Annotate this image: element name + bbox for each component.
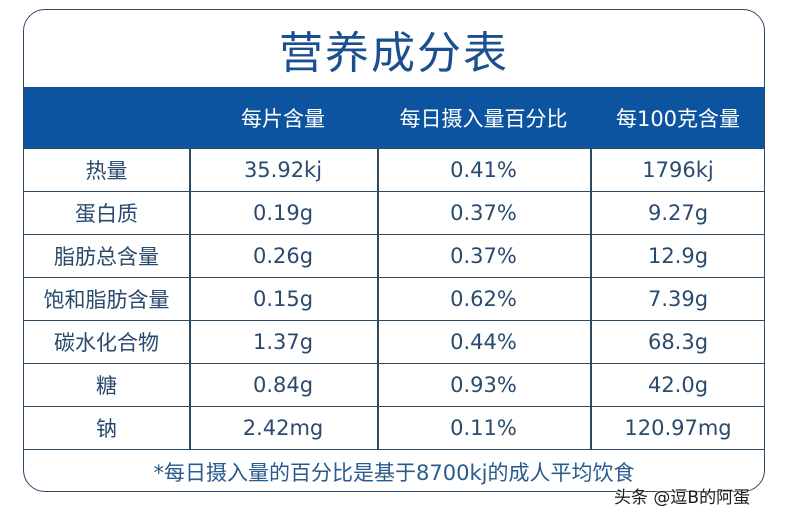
nutrient-name: 蛋白质 bbox=[75, 202, 138, 226]
per-piece-value: 35.92kj bbox=[243, 158, 323, 182]
footnote: *每日摄入量的百分比是基于8700kj的成人平均饮食 bbox=[24, 449, 764, 491]
nutrient-name: 脂肪总含量 bbox=[54, 245, 159, 269]
per-piece-value: 0.19g bbox=[252, 201, 314, 225]
per-piece-value: 2.42mg bbox=[242, 416, 324, 440]
per-100g-value: 9.27g bbox=[647, 201, 709, 225]
nutrition-facts-panel: 营养成分表 每片含量 每日摄入量百分比 每100克含量 热量 35.92kj 0… bbox=[23, 9, 765, 492]
daily-percent-value: 0.62% bbox=[450, 287, 517, 311]
per-piece-value: 1.37g bbox=[252, 330, 314, 354]
per-100g-value: 120.97mg bbox=[624, 416, 732, 440]
header-daily-percent: 每日摄入量百分比 bbox=[399, 106, 568, 131]
page-title: 营养成分表 bbox=[279, 27, 509, 79]
header-per-100g: 每100克含量 bbox=[615, 106, 741, 131]
column-divider bbox=[590, 148, 592, 449]
table-row: 热量 35.92kj 0.41% 1796kj bbox=[24, 148, 764, 191]
per-piece-value: 0.15g bbox=[252, 287, 314, 311]
daily-percent-value: 0.37% bbox=[450, 244, 517, 268]
watermark: 头条 @逗B的阿蛋 bbox=[614, 488, 751, 508]
nutrient-name: 钠 bbox=[96, 417, 117, 441]
header-per-piece: 每片含量 bbox=[241, 106, 325, 131]
per-100g-value: 7.39g bbox=[647, 287, 709, 311]
table-row: 糖 0.84g 0.93% 42.0g bbox=[24, 363, 764, 406]
per-100g-value: 1796kj bbox=[642, 158, 714, 182]
per-100g-value: 12.9g bbox=[647, 244, 709, 268]
nutrient-name: 碳水化合物 bbox=[54, 331, 159, 355]
column-divider bbox=[377, 148, 379, 449]
nutrient-name: 饱和脂肪含量 bbox=[43, 288, 170, 312]
per-piece-value: 0.84g bbox=[252, 373, 314, 397]
daily-percent-value: 0.37% bbox=[450, 201, 517, 225]
table-row: 饱和脂肪含量 0.15g 0.62% 7.39g bbox=[24, 277, 764, 320]
table-row: 钠 2.42mg 0.11% 120.97mg bbox=[24, 406, 764, 449]
column-divider bbox=[189, 148, 191, 449]
daily-percent-value: 0.93% bbox=[450, 373, 517, 397]
daily-percent-value: 0.44% bbox=[450, 330, 517, 354]
header-nutrient bbox=[24, 87, 189, 148]
per-piece-value: 0.26g bbox=[252, 244, 314, 268]
table-row: 碳水化合物 1.37g 0.44% 68.3g bbox=[24, 320, 764, 363]
per-100g-value: 42.0g bbox=[647, 373, 709, 397]
nutrient-name: 热量 bbox=[85, 159, 128, 183]
daily-percent-value: 0.11% bbox=[450, 416, 517, 440]
table-row: 脂肪总含量 0.26g 0.37% 12.9g bbox=[24, 234, 764, 277]
daily-percent-value: 0.41% bbox=[450, 158, 517, 182]
per-100g-value: 68.3g bbox=[647, 330, 709, 354]
nutrient-name: 糖 bbox=[96, 374, 117, 398]
table-row: 蛋白质 0.19g 0.37% 9.27g bbox=[24, 191, 764, 234]
table-header: 每片含量 每日摄入量百分比 每100克含量 bbox=[24, 87, 764, 148]
